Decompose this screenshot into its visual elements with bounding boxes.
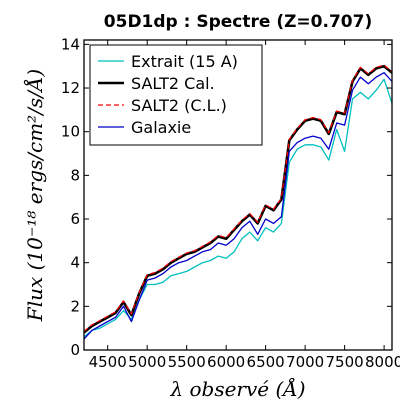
y-tick-label: 14: [61, 35, 80, 53]
x-tick-label: 7000: [286, 353, 324, 371]
x-tick-label: 5500: [168, 353, 206, 371]
y-tick-label: 2: [70, 297, 80, 315]
series-line-2: [83, 64, 393, 332]
y-tick-label: 4: [70, 254, 80, 272]
y-tick-label: 8: [70, 166, 80, 184]
x-axis-label: λ observé (Å): [169, 376, 305, 400]
x-tick-label: 6000: [207, 353, 245, 371]
y-tick-label: 6: [70, 210, 80, 228]
legend-label-0: Extrait (15 A): [131, 52, 238, 71]
plot-frame: [83, 39, 393, 351]
y-tick-label: 0: [70, 341, 80, 359]
legend-label-3: Galaxie: [131, 118, 191, 137]
y-tick-label: 12: [61, 79, 80, 97]
legend: Extrait (15 A) SALT2 Cal. SALT2 (C.L.) Gala…: [89, 44, 263, 146]
x-tick-label: 5000: [128, 353, 166, 371]
chart-title: 05D1dp : Spectre (Z=0.707): [104, 12, 372, 32]
series-line-3: [83, 72, 393, 340]
x-tick-label: 8000: [365, 353, 400, 371]
y-tick-label: 10: [61, 123, 80, 141]
y-axis-label: Flux (10⁻¹⁸ ergs/cm²/s/Å): [22, 69, 47, 322]
legend-label-1: SALT2 Cal.: [131, 74, 215, 93]
x-tick-label: 4500: [89, 353, 127, 371]
legend-box: [89, 44, 263, 146]
x-tick-label: 6500: [247, 353, 285, 371]
legend-label-2: SALT2 (C.L.): [131, 96, 227, 115]
series-layer: [83, 64, 393, 340]
axis-ticks: 4500 5000 5500 6000 6500 7000 7500 8000 0 2 4 6 8 10 1…: [61, 35, 400, 371]
x-tick-label: 7500: [326, 353, 364, 371]
